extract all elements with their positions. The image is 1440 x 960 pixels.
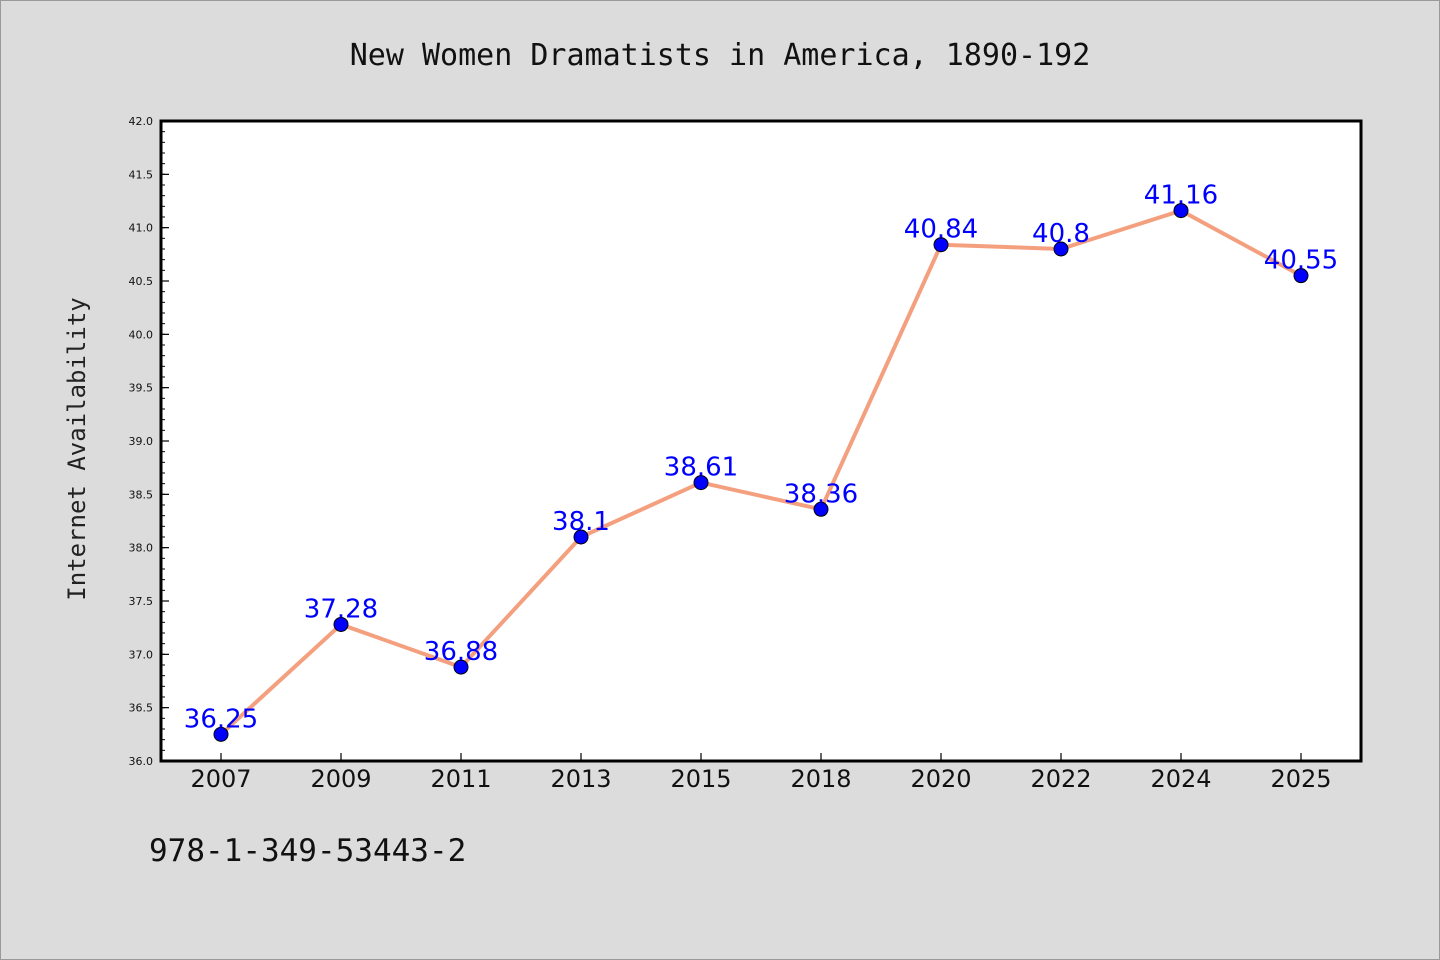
y-tick-label: 39.0 [129, 435, 154, 448]
data-label: 38.61 [664, 453, 738, 483]
x-axis: 2007 2009 2011 2013 2015 2018 2020 2022 2024 2025 [190, 753, 1332, 793]
data-point [573, 529, 589, 545]
data-label: 41.16 [1144, 181, 1218, 211]
x-tick-label: 2015 [670, 765, 731, 793]
x-tick-label: 2013 [550, 765, 611, 793]
x-tick-label: 2009 [310, 765, 371, 793]
y-tick-label: 37.0 [129, 648, 154, 661]
data-series: 36.25 37.28 36.88 38.1 38.61 38.36 40.84 40.8 41… [184, 181, 1338, 742]
data-point [1173, 203, 1189, 219]
y-tick-label: 40.0 [129, 328, 154, 341]
data-label: 37.28 [304, 594, 378, 624]
data-label: 38.36 [784, 479, 858, 509]
y-tick-label: 40.5 [129, 275, 154, 288]
data-label: 40.84 [904, 215, 978, 245]
data-label: 40.55 [1264, 246, 1338, 276]
data-point [213, 726, 229, 742]
data-point [933, 237, 949, 253]
y-axis-label: Internet Availability [63, 297, 91, 600]
data-point [453, 659, 469, 675]
plot-frame [159, 119, 1363, 763]
data-point [693, 475, 709, 491]
x-tick-label: 2007 [190, 765, 251, 793]
series-line [219, 208, 1302, 736]
x-tick-label: 2011 [430, 765, 491, 793]
y-tick-label: 36.0 [129, 755, 154, 768]
data-label: 36.25 [184, 704, 258, 734]
y-tick-label: 42.0 [129, 115, 154, 128]
data-point [1293, 268, 1309, 284]
y-tick-label: 41.0 [129, 222, 154, 235]
data-label: 38.1 [552, 507, 610, 537]
x-tick-label: 2020 [910, 765, 971, 793]
data-point [813, 501, 829, 517]
y-axis: 36.0 36.5 37.0 37.5 38.0 38.5 39.0 39.5 40.0 40.5… [129, 115, 169, 768]
data-label: 40.8 [1032, 219, 1090, 249]
x-tick-label: 2025 [1270, 765, 1331, 793]
y-tick-label: 38.5 [129, 488, 154, 501]
plot-area [161, 121, 1361, 761]
x-tick-label: 2018 [790, 765, 851, 793]
data-point [333, 616, 349, 632]
y-tick-label: 41.5 [129, 168, 154, 181]
y-tick-label: 39.5 [129, 382, 154, 395]
isbn-footer: 978-1-349-53443-2 [149, 833, 467, 869]
y-tick-label: 38.0 [129, 542, 154, 555]
x-tick-label: 2024 [1150, 765, 1211, 793]
x-tick-label: 2022 [1030, 765, 1091, 793]
y-tick-label: 37.5 [129, 595, 154, 608]
data-point [1053, 241, 1069, 257]
data-label: 36.88 [424, 637, 498, 667]
chart-title: New Women Dramatists in America, 1890-19… [350, 38, 1091, 73]
y-tick-label: 36.5 [129, 702, 154, 715]
